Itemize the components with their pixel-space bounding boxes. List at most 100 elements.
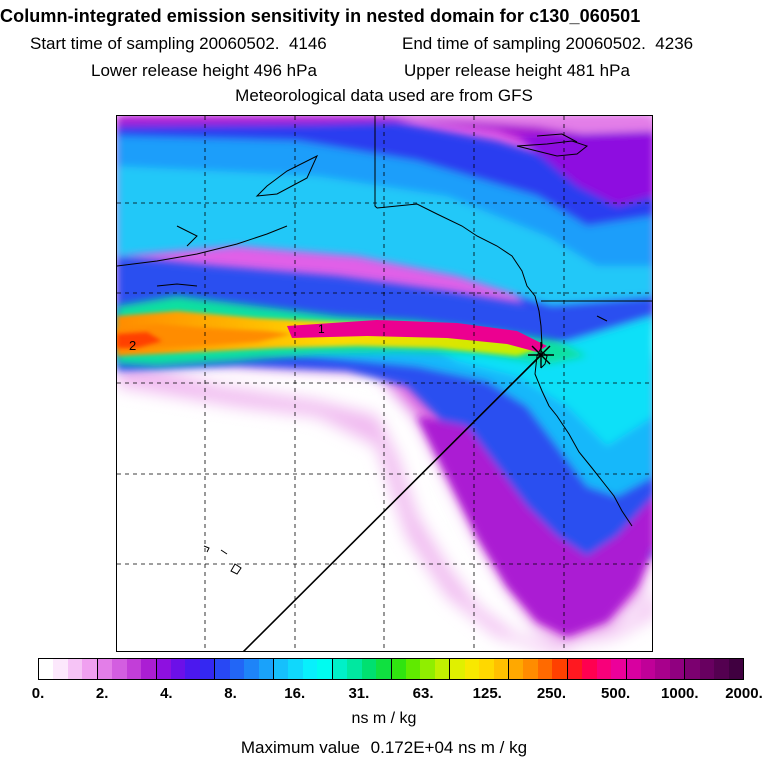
colorbar-swatch <box>509 659 524 679</box>
map-svg: 1 2 <box>117 116 652 651</box>
colorbar-swatch <box>493 659 508 679</box>
colorbar-swatch <box>685 659 700 679</box>
colorbar-swatch <box>376 659 391 679</box>
colorbar-swatch <box>434 659 450 679</box>
met-data-note: Meteorological data used are from GFS <box>235 86 533 105</box>
colorbar-segment <box>508 659 567 679</box>
colorbar-swatch <box>215 659 230 679</box>
lower-release-value: 496 hPa <box>253 61 317 80</box>
colorbar-swatch <box>53 659 68 679</box>
colorbar-swatch <box>82 659 97 679</box>
start-time: Start time of sampling 20060502. 4146 <box>30 34 327 54</box>
colorbar-tick-label: 4. <box>160 685 173 702</box>
colorbar-swatch <box>67 659 83 679</box>
colorbar-swatch <box>596 659 612 679</box>
graticule <box>117 116 652 651</box>
colorbar-swatch <box>141 659 156 679</box>
colorbar-segment <box>155 659 215 679</box>
colorbar-swatch <box>126 659 142 679</box>
colorbar-swatch <box>391 659 406 679</box>
colorbar-swatch <box>274 659 289 679</box>
colorbar-segment <box>684 659 743 679</box>
lower-release-label: Lower release height <box>91 61 249 80</box>
colorbar-swatch <box>258 659 273 679</box>
colorbar-tick-label: 2. <box>95 685 109 702</box>
colorbar-swatch <box>97 659 113 679</box>
start-time-value: 20060502. 4146 <box>199 34 327 53</box>
colorbar-swatch <box>39 659 54 679</box>
colorbar-segment <box>331 659 391 679</box>
colorbar-swatch <box>552 659 567 679</box>
colorbar-swatch <box>170 659 186 679</box>
colorbar-swatch <box>229 659 245 679</box>
coastlines <box>117 116 652 575</box>
colorbar-segment <box>566 659 626 679</box>
contour-label-2: 2 <box>129 338 136 353</box>
start-time-label: Start time of sampling <box>30 34 195 53</box>
colorbar-segment <box>214 659 273 679</box>
colorbar-swatch <box>302 659 318 679</box>
upper-release-value: 481 hPa <box>566 61 630 80</box>
colorbar-swatch <box>112 659 127 679</box>
colorbar-tick-label: 125. <box>472 685 502 702</box>
colorbar-swatch <box>317 659 332 679</box>
colorbar-swatch <box>699 659 715 679</box>
colorbar-swatch <box>626 659 641 679</box>
colorbar-segment <box>39 659 97 679</box>
colorbar-tick-label: 2000. <box>725 685 763 702</box>
colorbar-swatch <box>244 659 259 679</box>
colorbar-swatch <box>361 659 377 679</box>
colorbar-segment <box>449 659 508 679</box>
colorbar-swatch <box>185 659 200 679</box>
colorbar-swatch <box>332 659 348 679</box>
colorbar-swatch <box>347 659 362 679</box>
plot-title: Column-integrated emission sensitivity i… <box>0 6 641 26</box>
colorbar-swatch <box>714 659 729 679</box>
max-value-label: Maximum value <box>240 738 360 757</box>
colorbar-swatch <box>479 659 494 679</box>
colorbar-swatch <box>464 659 480 679</box>
colorbar-tick-label: 31. <box>348 685 370 702</box>
colorbar-swatch <box>567 659 583 679</box>
colorbar-tick-label: 500. <box>601 685 631 702</box>
sensitivity-map: 1 2 <box>116 115 653 652</box>
colorbar-swatch <box>523 659 538 679</box>
upper-release: Upper release height 481 hPa <box>404 61 630 81</box>
flight-track <box>242 354 542 651</box>
release-star-icon <box>528 342 554 368</box>
colorbar-unit: ns m / kg <box>351 710 417 727</box>
colorbar-segment <box>273 659 332 679</box>
contour-label-1: 1 <box>318 322 325 336</box>
end-time-label: End time of sampling <box>402 34 561 53</box>
colorbar-tick-label: 1000. <box>661 685 699 702</box>
colorbar-tick-label: 8. <box>224 685 237 702</box>
colorbar-swatch <box>728 659 743 679</box>
colorbar-swatch <box>537 659 553 679</box>
colorbar-segment <box>96 659 156 679</box>
colorbar-tick-label: 63. <box>412 685 434 702</box>
colorbar-swatch <box>655 659 670 679</box>
colorbar-swatch <box>669 659 685 679</box>
colorbar-tick-label: 250. <box>536 685 567 702</box>
end-time: End time of sampling 20060502. 4236 <box>402 34 693 54</box>
colorbar-segment <box>625 659 685 679</box>
colorbar-swatch <box>450 659 465 679</box>
colorbar-swatch <box>582 659 597 679</box>
colorbar-tick-label: 0. <box>31 685 45 702</box>
lower-release: Lower release height 496 hPa <box>91 61 317 81</box>
colorbar-swatch <box>199 659 215 679</box>
colorbar-tick-label: 16. <box>284 685 306 702</box>
max-value-number: 0.172E+04 <box>370 738 454 757</box>
upper-release-label: Upper release height <box>404 61 562 80</box>
colorbar-swatch <box>420 659 435 679</box>
colorbar-swatch <box>640 659 656 679</box>
end-time-value: 20060502. 4236 <box>565 34 694 53</box>
max-value-unit: ns m / kg <box>458 738 528 757</box>
colorbar-swatch <box>611 659 626 679</box>
field-plume <box>117 296 587 366</box>
colorbar-swatch <box>288 659 303 679</box>
colorbar-swatch <box>156 659 171 679</box>
max-value-line: Maximum value 0.172E+04 ns m / kg <box>0 738 768 758</box>
colorbar <box>38 658 744 680</box>
colorbar-swatch <box>405 659 421 679</box>
